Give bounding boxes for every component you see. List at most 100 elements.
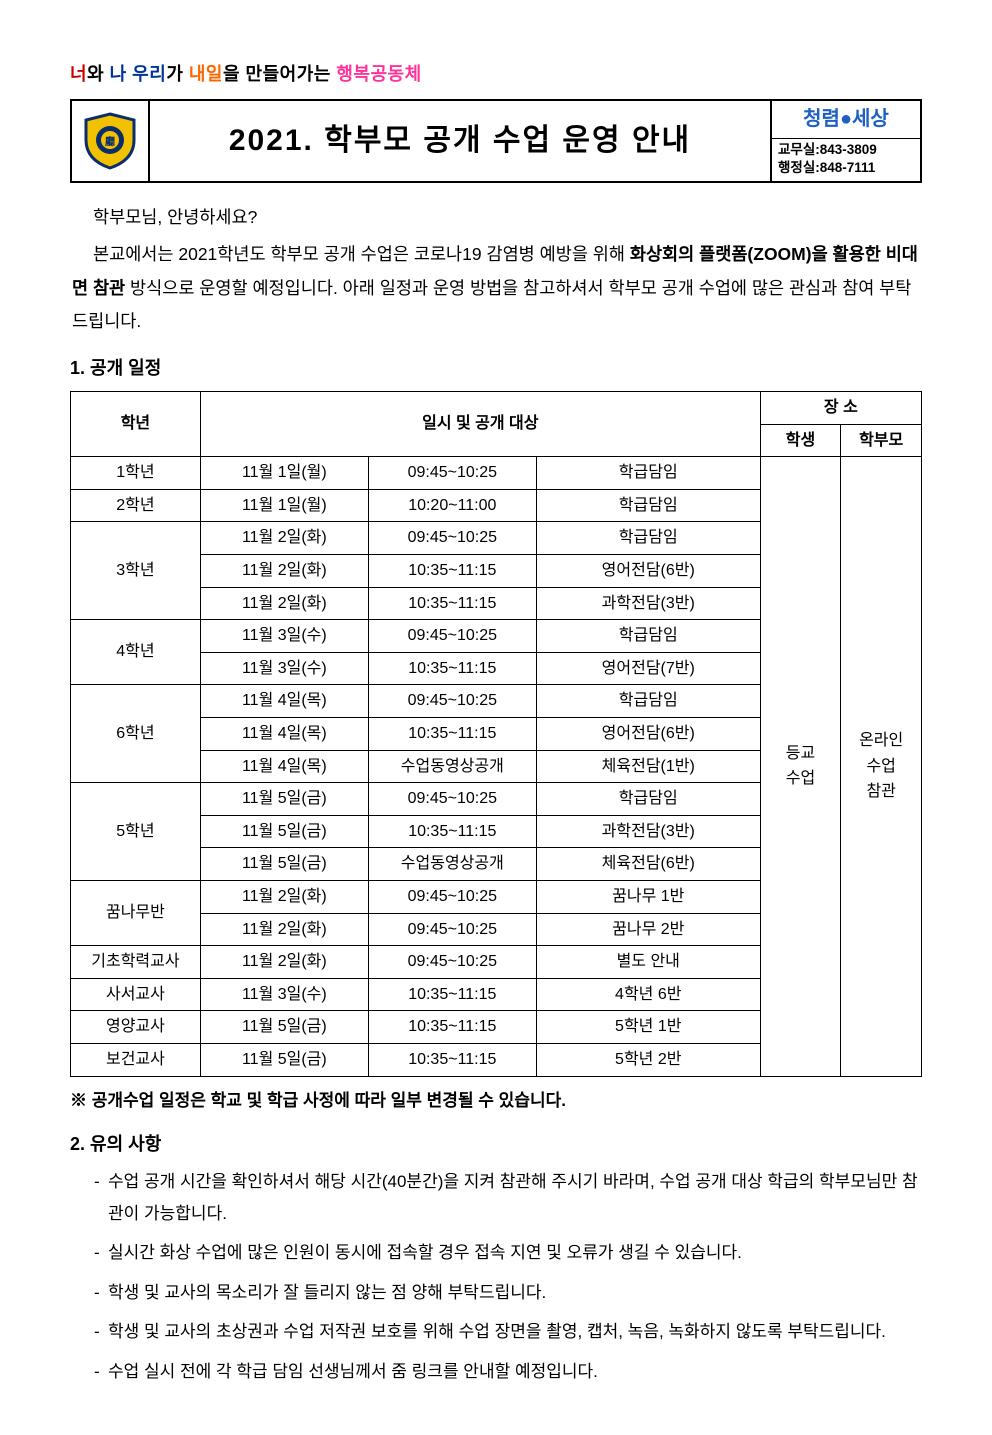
cell-time: 수업동영상공개: [368, 750, 536, 783]
cell-subject: 학급담임: [536, 620, 760, 653]
cell-subject: 별도 안내: [536, 946, 760, 979]
cell-parent-location: 온라인 수업 참관: [841, 457, 922, 1076]
tagline-p5: 내일: [189, 64, 223, 84]
schedule-table: 학년 일시 및 공개 대상 장 소 학생 학부모 1학년11월 1일(월)09:…: [70, 391, 922, 1076]
cell-date: 11월 3일(수): [200, 978, 368, 1011]
cell-time: 10:35~11:15: [368, 587, 536, 620]
schedule-note: ※ 공개수업 일정은 학교 및 학급 사정에 따라 일부 변경될 수 있습니다.: [70, 1087, 922, 1114]
cell-subject: 학급담임: [536, 783, 760, 816]
contact-office: 교무실:843-3809: [778, 141, 914, 159]
cell-time: 10:35~11:15: [368, 815, 536, 848]
logo-cell: 廳: [71, 100, 149, 182]
cell-subject: 과학전담(3반): [536, 587, 760, 620]
cell-time: 09:45~10:25: [368, 620, 536, 653]
school-logo-icon: 廳: [79, 110, 141, 172]
cell-grade: 보건교사: [71, 1043, 201, 1076]
cell-time: 10:35~11:15: [368, 978, 536, 1011]
cell-time: 09:45~10:25: [368, 946, 536, 979]
cell-date: 11월 5일(금): [200, 783, 368, 816]
cell-grade: 사서교사: [71, 978, 201, 1011]
cell-grade: 3학년: [71, 522, 201, 620]
list-item: 수업 공개 시간을 확인하셔서 해당 시간(40분간)을 지켜 참관해 주시기 …: [94, 1166, 922, 1229]
notice-list: 수업 공개 시간을 확인하셔서 해당 시간(40분간)을 지켜 참관해 주시기 …: [70, 1166, 922, 1387]
cell-date: 11월 2일(화): [200, 880, 368, 913]
tagline-p4: 가: [166, 64, 189, 84]
greeting: 학부모님, 안녕하세요?: [72, 201, 920, 234]
cell-subject: 학급담임: [536, 489, 760, 522]
cell-grade: 영양교사: [71, 1011, 201, 1044]
list-item: 학생 및 교사의 목소리가 잘 들리지 않는 점 양해 부탁드립니다.: [94, 1277, 922, 1308]
cell-time: 10:35~11:15: [368, 717, 536, 750]
list-item: 수업 실시 전에 각 학급 담임 선생님께서 줌 링크를 안내할 예정입니다.: [94, 1356, 922, 1387]
section-1-heading: 1. 공개 일정: [70, 354, 922, 383]
contact-cell: 청렴●세상 교무실:843-3809 행정실:848-7111: [771, 100, 921, 182]
cell-grade: 6학년: [71, 685, 201, 783]
cell-subject: 5학년 1반: [536, 1011, 760, 1044]
cell-date: 11월 4일(목): [200, 750, 368, 783]
document-title: 2021. 학부모 공개 수업 운영 안내: [149, 100, 771, 182]
cell-time: 10:35~11:15: [368, 652, 536, 685]
cell-date: 11월 4일(목): [200, 685, 368, 718]
tagline-p2: 와: [87, 64, 110, 84]
cell-subject: 학급담임: [536, 685, 760, 718]
list-item: 학생 및 교사의 초상권과 수업 저작권 보호를 위해 수업 장면을 촬영, 캡…: [94, 1316, 922, 1347]
cell-date: 11월 1일(월): [200, 457, 368, 490]
cell-time: 09:45~10:25: [368, 685, 536, 718]
th-parent: 학부모: [841, 424, 922, 457]
cell-grade: 기초학력교사: [71, 946, 201, 979]
cell-time: 09:45~10:25: [368, 913, 536, 946]
cell-date: 11월 1일(월): [200, 489, 368, 522]
cell-subject: 영어전담(6반): [536, 717, 760, 750]
tagline-p1: 너: [70, 64, 87, 84]
cell-subject: 과학전담(3반): [536, 815, 760, 848]
tagline-p3: 나 우리: [110, 64, 167, 84]
list-item: 실시간 화상 수업에 많은 인원이 동시에 접속할 경우 접속 지연 및 오류가…: [94, 1237, 922, 1268]
intro-a: 본교에서는 2021학년도 학부모 공개 수업은 코로나19 감염병 예방을 위…: [93, 244, 630, 264]
intro-paragraph: 본교에서는 2021학년도 학부모 공개 수업은 코로나19 감염병 예방을 위…: [72, 238, 920, 338]
cell-grade: 2학년: [71, 489, 201, 522]
header-box: 廳 2021. 학부모 공개 수업 운영 안내 청렴●세상 교무실:843-38…: [70, 99, 922, 183]
cell-date: 11월 2일(화): [200, 522, 368, 555]
tagline-p7: 행복공동체: [336, 64, 421, 84]
brand-label: 청렴●세상: [772, 101, 920, 139]
cell-date: 11월 3일(수): [200, 620, 368, 653]
contact-admin: 행정실:848-7111: [778, 159, 914, 177]
cell-date: 11월 5일(금): [200, 1011, 368, 1044]
cell-time: 10:35~11:15: [368, 555, 536, 588]
cell-date: 11월 2일(화): [200, 555, 368, 588]
th-student: 학생: [760, 424, 841, 457]
cell-date: 11월 4일(목): [200, 717, 368, 750]
cell-subject: 체육전담(6반): [536, 848, 760, 881]
cell-grade: 1학년: [71, 457, 201, 490]
cell-time: 09:45~10:25: [368, 783, 536, 816]
cell-date: 11월 2일(화): [200, 587, 368, 620]
cell-grade: 4학년: [71, 620, 201, 685]
cell-time: 09:45~10:25: [368, 880, 536, 913]
cell-subject: 4학년 6반: [536, 978, 760, 1011]
cell-time: 10:35~11:15: [368, 1043, 536, 1076]
cell-subject: 꿈나무 1반: [536, 880, 760, 913]
table-row: 1학년11월 1일(월)09:45~10:25학급담임등교 수업온라인 수업 참…: [71, 457, 922, 490]
cell-date: 11월 5일(금): [200, 815, 368, 848]
th-place: 장 소: [760, 392, 921, 425]
section-2-heading: 2. 유의 사항: [70, 1130, 922, 1159]
cell-grade: 꿈나무반: [71, 880, 201, 945]
cell-student-location: 등교 수업: [760, 457, 841, 1076]
cell-subject: 체육전담(1반): [536, 750, 760, 783]
cell-date: 11월 2일(화): [200, 913, 368, 946]
cell-subject: 학급담임: [536, 522, 760, 555]
cell-subject: 영어전담(6반): [536, 555, 760, 588]
cell-date: 11월 3일(수): [200, 652, 368, 685]
tagline-p6: 을 만들어가는: [223, 64, 336, 84]
cell-time: 수업동영상공개: [368, 848, 536, 881]
cell-grade: 5학년: [71, 783, 201, 881]
cell-date: 11월 5일(금): [200, 848, 368, 881]
cell-time: 10:20~11:00: [368, 489, 536, 522]
cell-subject: 꿈나무 2반: [536, 913, 760, 946]
th-datetime: 일시 및 공개 대상: [200, 392, 760, 457]
th-grade: 학년: [71, 392, 201, 457]
cell-date: 11월 2일(화): [200, 946, 368, 979]
cell-subject: 영어전담(7반): [536, 652, 760, 685]
tagline: 너와 나 우리가 내일을 만들어가는 행복공동체: [70, 60, 922, 89]
intro-c: 방식으로 운영할 예정입니다. 아래 일정과 운영 방법을 참고하셔서 학부모 …: [72, 278, 911, 331]
